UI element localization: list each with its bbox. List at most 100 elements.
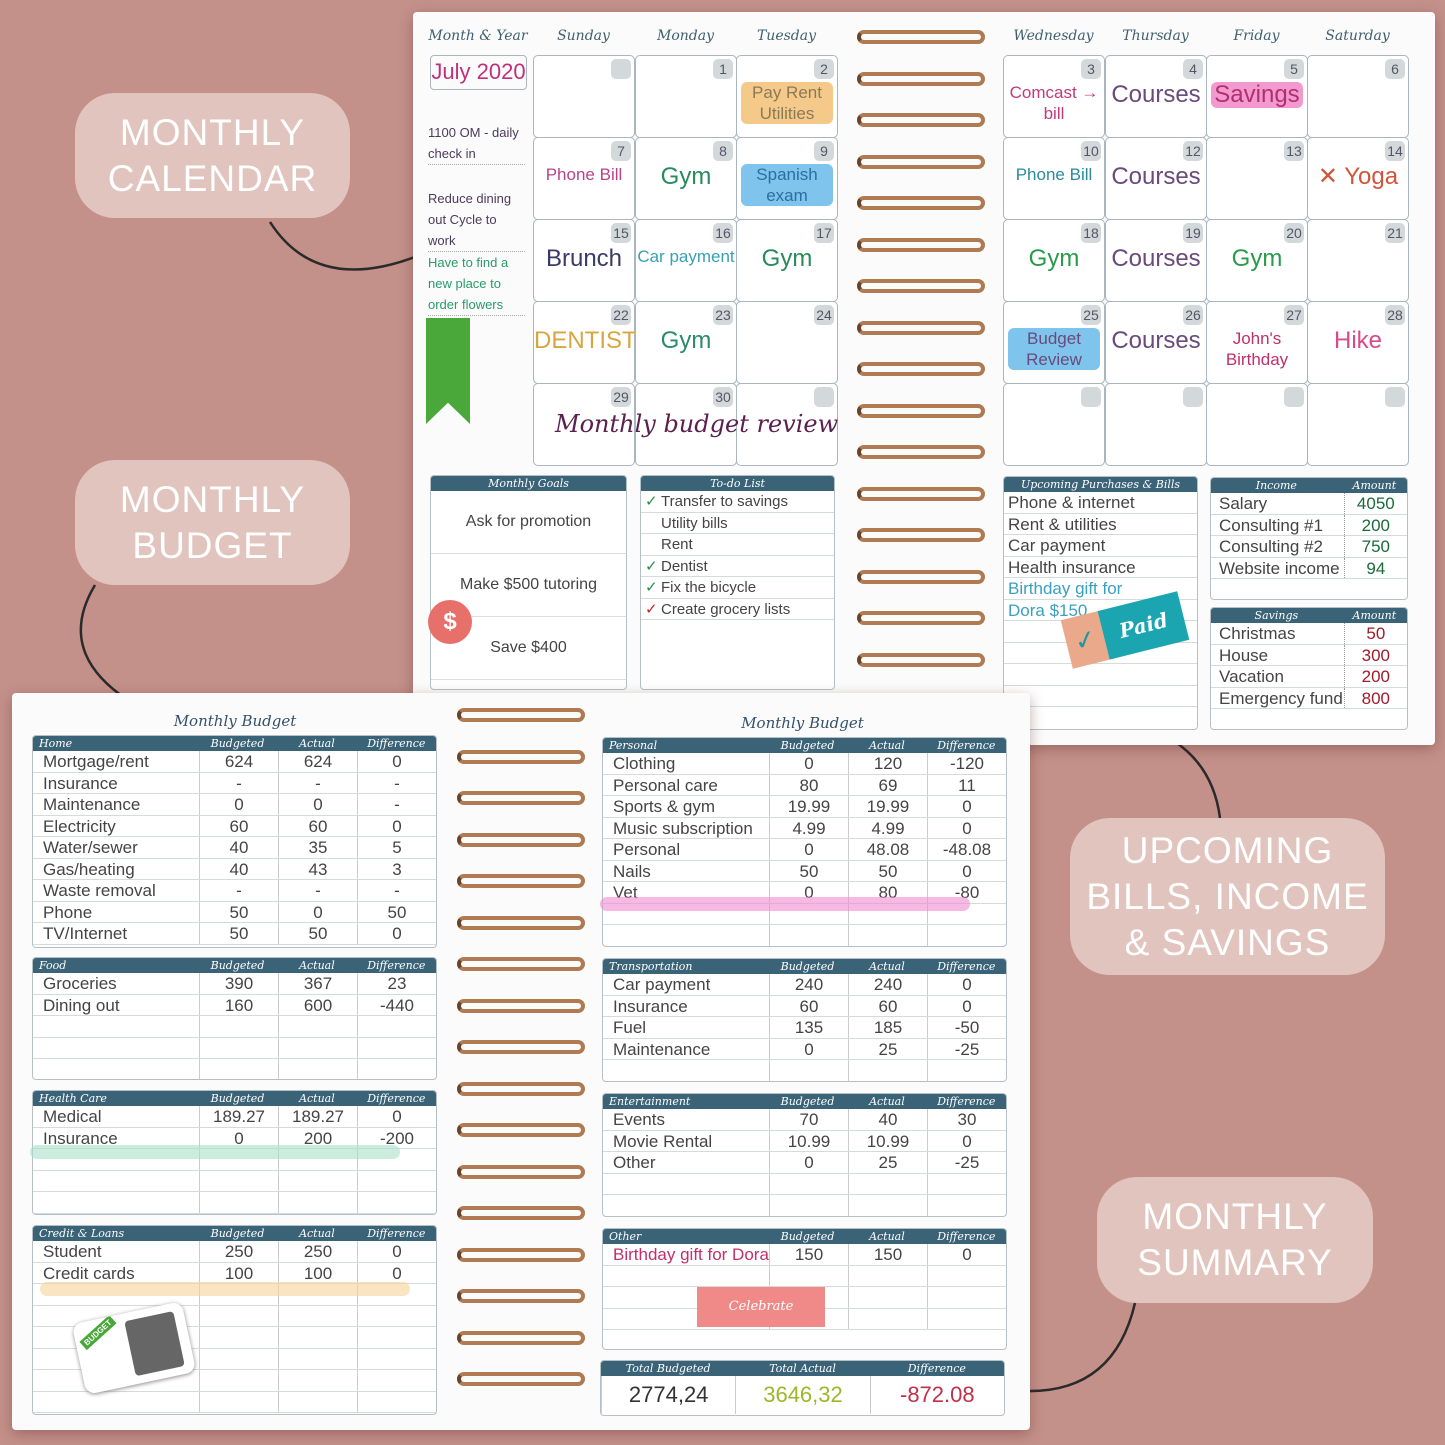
callout-monthly-calendar: MONTHLY CALENDAR (75, 93, 350, 218)
calendar-day-cell[interactable]: 29 (533, 383, 635, 466)
spiral-ring (857, 279, 985, 293)
calendar-day-cell[interactable]: 13 (1206, 137, 1308, 220)
item-name: Mortgage/rent (43, 752, 149, 771)
calendar-day-cell[interactable]: 6 (1307, 55, 1409, 138)
amount: 70 (769, 1109, 848, 1130)
item-name: Emergency fund (1219, 688, 1343, 708)
item-name: Gas/heating (43, 859, 135, 879)
amount: 0 (927, 1130, 1006, 1151)
amount (199, 1192, 278, 1213)
amount (199, 1170, 278, 1191)
calendar-day-cell[interactable]: 4 Courses (1105, 55, 1207, 138)
amount (199, 1016, 278, 1037)
calendar-day-cell[interactable]: 9 Spanish exam (736, 137, 838, 220)
calendar-day-cell[interactable]: 14 ✕ Yoga (1307, 137, 1409, 220)
amount: 367 (278, 973, 357, 994)
calendar-day-cell[interactable]: 8 Gym (635, 137, 737, 220)
calendar-day-cell[interactable] (1105, 383, 1207, 466)
calendar-day-cell[interactable]: 18 Gym (1003, 219, 1105, 302)
calendar-day-cell[interactable]: 10 Phone Bill (1003, 137, 1105, 220)
amount (769, 1173, 848, 1194)
spiral-ring (857, 237, 985, 252)
callout-monthly-summary: MONTHLY SUMMARY (1097, 1177, 1373, 1303)
calendar-day-cell[interactable]: 1 (635, 55, 737, 138)
highlighter-stroke (600, 897, 970, 911)
amount: 10.99 (848, 1130, 927, 1151)
item-name: Medical (43, 1107, 102, 1126)
amount: 0 (769, 1038, 848, 1059)
calendar-day-cell[interactable] (533, 55, 635, 138)
item-name: Maintenance (43, 795, 141, 814)
budget-row (33, 1149, 436, 1171)
amount: 0 (769, 882, 848, 903)
item-name: Nails (613, 861, 651, 881)
total-value: 3646,32 (735, 1376, 869, 1414)
amount: 4.99 (848, 817, 927, 838)
spiral-ring (457, 832, 585, 847)
calendar-day-cell[interactable]: 17 Gym (736, 219, 838, 302)
goal-item: Save $400 (431, 617, 626, 680)
calendar-day-cell[interactable]: 27 John's Birthday (1206, 301, 1308, 384)
amount: 600 (278, 994, 357, 1015)
budget-row (33, 1305, 436, 1327)
column-header: Actual (299, 1227, 335, 1240)
day-entry: Gym (1231, 245, 1283, 272)
header-amount: Amount (1352, 479, 1397, 492)
amount: - (357, 794, 436, 815)
calendar-day-cell[interactable] (736, 383, 838, 466)
spiral-ring (857, 30, 985, 44)
calendar-day-cell[interactable]: 2 Pay Rent Utilities (736, 55, 838, 138)
celebrate-sticker: Celebrate (697, 1287, 825, 1327)
calendar-day-cell[interactable]: 19 Courses (1105, 219, 1207, 302)
section-name: Health Care (39, 1092, 107, 1105)
budget-right-title: Monthly Budget (741, 714, 864, 732)
calendar-day-cell[interactable]: 28 Hike (1307, 301, 1409, 384)
amount (927, 903, 1006, 924)
totals-row: 2774,24 3646,32 -872.08 (601, 1376, 1004, 1414)
column-header: Difference (937, 1230, 996, 1243)
budget-row: Car payment 240 240 0 (603, 974, 1006, 996)
column-header: Actual (299, 1092, 335, 1105)
budget-row: Medical 189.27 189.27 0 (33, 1106, 436, 1128)
calendar-day-cell[interactable]: 30 (635, 383, 737, 466)
checkmark-icon: ✓ (645, 557, 658, 575)
calendar-day-cell[interactable]: 5 Savings (1206, 55, 1308, 138)
item-name: Movie Rental (613, 1131, 713, 1151)
budget-row: Student 250 250 0 (33, 1241, 436, 1263)
section-header: Home Budgeted Actual Difference (33, 736, 436, 751)
calendar-day-cell[interactable]: 21 (1307, 219, 1409, 302)
calendar-day-cell[interactable]: 23 Gym (635, 301, 737, 384)
spiral-ring (857, 154, 985, 169)
day-entry: Phone Bill (1015, 165, 1093, 184)
calendar-day-cell[interactable]: 12 Courses (1105, 137, 1207, 220)
calendar-day-cell[interactable]: 22 DENTIST (533, 301, 637, 384)
calendar-day-cell[interactable]: 7 Phone Bill (533, 137, 635, 220)
item-name: Groceries (43, 974, 117, 993)
amount (278, 1037, 357, 1058)
amount (769, 1195, 848, 1216)
calendar-day-cell[interactable]: 24 (736, 301, 838, 384)
day-number: 13 (1284, 141, 1304, 161)
amount: 50 (199, 901, 278, 922)
month-field[interactable]: July 2020 (430, 55, 527, 90)
calendar-day-cell[interactable]: 16 Car payment (635, 219, 737, 302)
income-table: Income Amount Salary 4050 Consulting #1 200 Co… (1210, 477, 1408, 600)
budget-row: Events 70 40 30 (603, 1109, 1006, 1131)
budget-row: Personal 0 48.08 -48.08 (603, 839, 1006, 861)
budget-row (603, 903, 1006, 925)
calendar-day-cell[interactable]: 15 Brunch (533, 219, 635, 302)
calendar-day-cell[interactable]: 20 Gym (1206, 219, 1308, 302)
amount (357, 1305, 436, 1326)
calendar-day-cell[interactable]: 3 Comcast → bill (1003, 55, 1105, 138)
highlighter-stroke (30, 1145, 400, 1159)
calendar-day-cell[interactable] (1206, 383, 1308, 466)
amount (848, 1195, 927, 1216)
day-number: 19 (1183, 223, 1203, 243)
day-entry: Gym (761, 245, 813, 272)
item-name: Dining out (43, 995, 120, 1015)
calendar-day-cell[interactable] (1307, 383, 1409, 466)
calendar-day-cell[interactable]: 25 Budget Review (1003, 301, 1105, 384)
calendar-day-cell[interactable] (1003, 383, 1105, 466)
amount: 0 (927, 974, 1006, 995)
calendar-day-cell[interactable]: 26 Courses (1105, 301, 1207, 384)
